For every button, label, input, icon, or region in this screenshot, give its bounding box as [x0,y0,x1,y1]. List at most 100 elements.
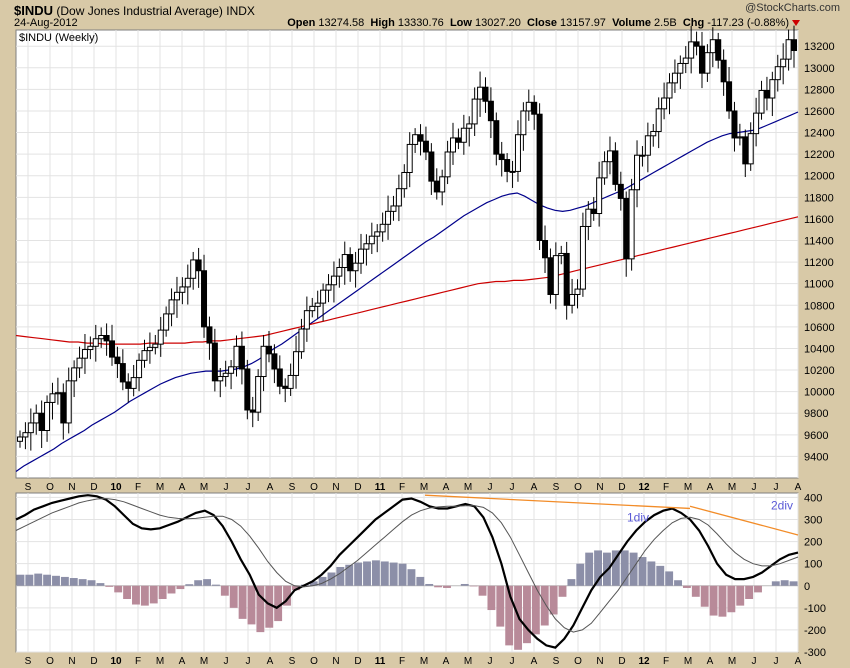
macd-histogram-bar [700,585,709,607]
price-bar-body [184,277,191,288]
macd-x-label: J [488,656,493,667]
price-bar-body [146,346,153,352]
price-bar-body [450,137,457,153]
macd-histogram-bar [505,585,514,646]
price-bar-body [390,205,397,212]
price-x-label: A [707,482,714,493]
price-bar-body [715,39,722,61]
price-tick-label: 10800 [804,300,835,312]
price-bar-body [238,345,245,370]
price-bar-body [81,349,88,359]
price-bar-body [141,350,148,361]
price-bar-body [114,356,121,365]
price-tick-label: 12600 [804,106,835,118]
macd-histogram-bar [212,584,220,586]
price-bar-body [785,39,792,60]
macd-histogram-bar [496,585,505,627]
price-bar-body [471,98,478,125]
macd-histogram-bar [531,585,540,635]
price-bar-body [774,66,781,81]
price-tick-label: 9400 [804,451,828,463]
price-bar-body [303,310,310,330]
macd-histogram-bar [540,585,549,626]
price-bar-body [152,343,159,348]
macd-x-label: J [774,656,779,667]
price-x-label: M [156,482,164,493]
macd-histogram-bar [309,581,318,586]
chart-header: $INDU (Dow Jones Industrial Average) IND… [0,0,850,30]
macd-histogram-bar [576,563,585,586]
price-bar-body [233,345,240,368]
price-bar-body [179,286,186,293]
ma-line-ma50 [15,111,799,472]
price-bar-body [109,340,116,358]
macd-x-label: F [399,656,405,667]
macd-histogram-bar [247,585,256,625]
macd-histogram-bar [389,562,398,586]
price-tick-label: 12000 [804,171,835,183]
price-bar-body [206,326,213,344]
price-tick-label: 13200 [804,41,835,53]
price-bar-body [298,328,305,353]
price-tick-label: 11800 [804,192,834,204]
price-bar-body [379,223,386,233]
macd-histogram-bar [443,585,451,588]
macd-histogram-bar [203,579,211,586]
price-bar-body [487,100,494,122]
price-x-label: N [332,482,339,493]
chart-title: $INDU (Dow Jones Industrial Average) IND… [14,3,255,18]
high-value: 13330.76 [397,17,444,29]
price-bar-body [666,82,673,99]
price-x-label: D [618,482,625,493]
price-x-label: J [510,482,515,493]
price-bar-body [422,140,429,153]
price-bar-body [769,79,776,99]
macd-histogram-bar [585,552,594,586]
price-bar-body [623,197,630,260]
price-bar-body [222,372,229,378]
price-bar-body [255,376,262,413]
macd-x-label: D [354,656,361,667]
macd-histogram-bar [256,585,265,633]
price-bar-body [747,133,754,165]
macd-x-label: F [663,656,669,667]
price-bar-body [385,210,392,225]
price-tick-label: 10200 [804,365,835,377]
macd-x-label: J [224,656,229,667]
macd-histogram-bar [283,585,291,606]
macd-histogram-bar [674,580,682,586]
macd-tick-label: -300 [804,647,826,659]
macd-x-label: S [289,656,296,667]
price-bar-body [211,342,218,382]
price-bar-body [44,401,51,432]
price-tick-label: 13000 [804,63,835,75]
symbol: $INDU [14,3,54,18]
price-bar-body [287,374,294,389]
macd-histogram-bar [140,585,149,606]
macd-x-label: A [707,656,714,667]
macd-histogram-bar [780,580,789,586]
macd-histogram-bar [96,583,105,586]
price-x-label: S [25,482,32,493]
price-bar-body [249,409,256,413]
price-tick-label: 10400 [804,343,835,355]
macd-x-label: J [752,656,757,667]
price-bar-body [552,255,559,295]
price-x-label: N [596,482,603,493]
macd-histogram-bar [354,562,363,586]
price-bar-body [228,366,235,374]
macd-x-label: A [267,656,274,667]
price-tick-label: 12400 [804,128,835,140]
macd-x-label: A [179,656,186,667]
macd-histogram-bar [620,550,629,586]
price-bar-body [201,270,208,328]
price-bar-body [401,171,408,190]
macd-histogram-bar [52,575,60,586]
macd-x-label: N [596,656,603,667]
price-bar-body [682,57,689,64]
price-panel-label: $INDU (Weekly) [19,32,98,44]
price-bar-body [704,52,711,74]
macd-histogram-bar [69,578,78,586]
macd-histogram-bar [185,584,194,586]
low-value: 13027.20 [475,17,521,29]
